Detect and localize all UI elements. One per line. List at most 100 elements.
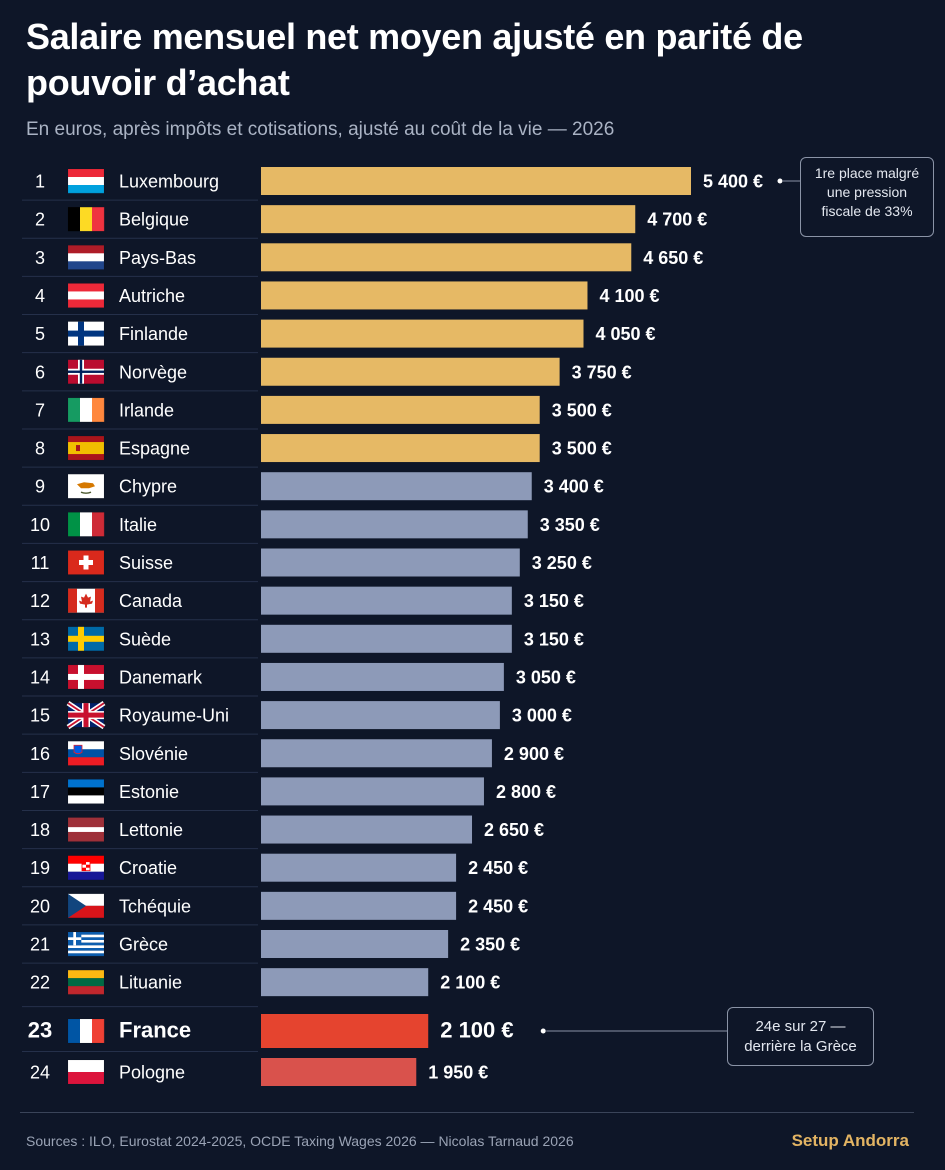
value-label: 4 100 € <box>599 286 659 306</box>
salary-bar <box>261 395 540 424</box>
rank-label: 13 <box>30 629 50 649</box>
salary-bar <box>261 739 492 768</box>
salary-bar <box>261 319 584 348</box>
flag-ireland-icon <box>67 397 105 423</box>
flag-lithuania-icon <box>67 969 105 995</box>
salary-bar <box>261 1058 417 1086</box>
value-label: 2 100 € <box>440 1018 513 1043</box>
rank-label: 8 <box>35 439 45 459</box>
flag-estonia-icon <box>67 779 105 804</box>
rank-label: 24 <box>30 1063 50 1083</box>
rank-label: 3 <box>35 248 45 268</box>
value-label: 2 900 € <box>504 744 564 764</box>
rank-label: 1 <box>35 172 45 192</box>
country-label: Suisse <box>119 553 173 573</box>
flag-latvia-icon <box>67 817 105 842</box>
rank-label: 18 <box>30 820 50 840</box>
flag-croatia-icon <box>67 855 105 880</box>
footer-divider <box>20 1112 914 1113</box>
country-label: Luxembourg <box>119 172 219 192</box>
rank-label: 21 <box>30 935 50 955</box>
value-label: 3 150 € <box>524 629 584 649</box>
salary-bar <box>261 281 588 310</box>
annotation-dot <box>777 178 783 184</box>
value-label: 3 750 € <box>572 362 632 382</box>
country-label: Grèce <box>119 935 168 955</box>
salary-bar <box>261 472 532 501</box>
rank-label: 9 <box>35 477 45 497</box>
page-title: Salaire mensuel net moyen ajusté en pari… <box>26 16 803 103</box>
flag-greece-icon <box>67 931 105 957</box>
rank-label: 14 <box>30 667 50 687</box>
value-label: 3 050 € <box>516 667 576 687</box>
france-annotation: 24e sur 27 — derrière la Grèce <box>727 1007 874 1066</box>
salary-bar <box>261 548 520 577</box>
flag-canada-icon <box>67 588 105 613</box>
salary-bar <box>261 815 473 844</box>
flag-austria-icon <box>67 283 105 308</box>
rank-label: 19 <box>30 858 50 878</box>
country-label: Canada <box>119 591 183 611</box>
country-label: Espagne <box>119 439 190 459</box>
page-subtitle: En euros, après impôts et cotisations, a… <box>26 119 615 140</box>
salary-bar <box>261 930 449 958</box>
country-label: Belgique <box>119 210 189 230</box>
flag-luxembourg-icon <box>67 168 105 194</box>
country-label: Lituanie <box>119 973 182 993</box>
flag-spain-icon <box>67 435 105 461</box>
value-label: 1 950 € <box>428 1063 488 1083</box>
rank-label: 22 <box>30 973 50 993</box>
country-label: Finlande <box>119 324 188 344</box>
flag-italy-icon <box>67 512 105 537</box>
salary-bar-chart: 1 Luxembourg 5 400 € 2 Belgique 4 700 € 3 Pays-… <box>22 167 800 1086</box>
annotation-dot <box>540 1028 546 1034</box>
flag-cyprus-icon <box>67 473 105 499</box>
luxembourg-annotation-line: 1re place malgré <box>814 165 920 181</box>
country-label: Autriche <box>119 286 185 306</box>
value-label: 2 350 € <box>460 935 520 955</box>
salary-bar <box>261 1014 429 1048</box>
luxembourg-annotation-line: une pression <box>826 184 908 200</box>
value-label: 2 650 € <box>484 820 544 840</box>
value-label: 3 250 € <box>532 553 592 573</box>
salary-bar <box>261 777 484 806</box>
flag-switzerland-icon <box>67 550 105 575</box>
salary-bar <box>261 586 512 615</box>
country-label: Italie <box>119 515 157 535</box>
flag-poland-icon <box>67 1059 105 1085</box>
salary-bar <box>261 624 512 653</box>
value-label: 2 450 € <box>468 858 528 878</box>
salary-bar <box>261 205 636 234</box>
salary-bar <box>261 434 540 463</box>
rank-label: 17 <box>30 782 50 802</box>
value-label: 4 700 € <box>647 210 707 230</box>
country-label: Irlande <box>119 400 174 420</box>
luxembourg-annotation: 1re place malgré une pression fiscale de… <box>800 157 934 237</box>
country-label: Estonie <box>119 782 179 802</box>
rank-label: 23 <box>28 1018 52 1043</box>
rank-label: 2 <box>35 210 45 230</box>
value-label: 2 450 € <box>468 896 528 916</box>
country-label: Chypre <box>119 477 177 497</box>
rank-label: 4 <box>35 286 45 306</box>
value-label: 3 150 € <box>524 591 584 611</box>
salary-bar <box>261 357 560 386</box>
country-label: Norvège <box>119 362 187 382</box>
value-label: 3 400 € <box>544 477 604 497</box>
flag-denmark-icon <box>67 664 105 690</box>
country-label: Croatie <box>119 858 177 878</box>
salary-bar <box>261 853 457 882</box>
value-label: 2 100 € <box>440 973 500 993</box>
rank-label: 11 <box>31 553 50 573</box>
rank-label: 7 <box>35 400 45 420</box>
flag-netherlands-icon <box>67 245 105 270</box>
country-label: Suède <box>119 629 171 649</box>
salary-bar <box>261 968 429 997</box>
rank-label: 15 <box>30 706 50 726</box>
rank-label: 6 <box>35 362 45 382</box>
country-label: Pologne <box>119 1063 185 1083</box>
salary-bar <box>261 243 632 272</box>
flag-czechia-icon <box>67 893 105 919</box>
country-label: Slovénie <box>119 744 188 764</box>
